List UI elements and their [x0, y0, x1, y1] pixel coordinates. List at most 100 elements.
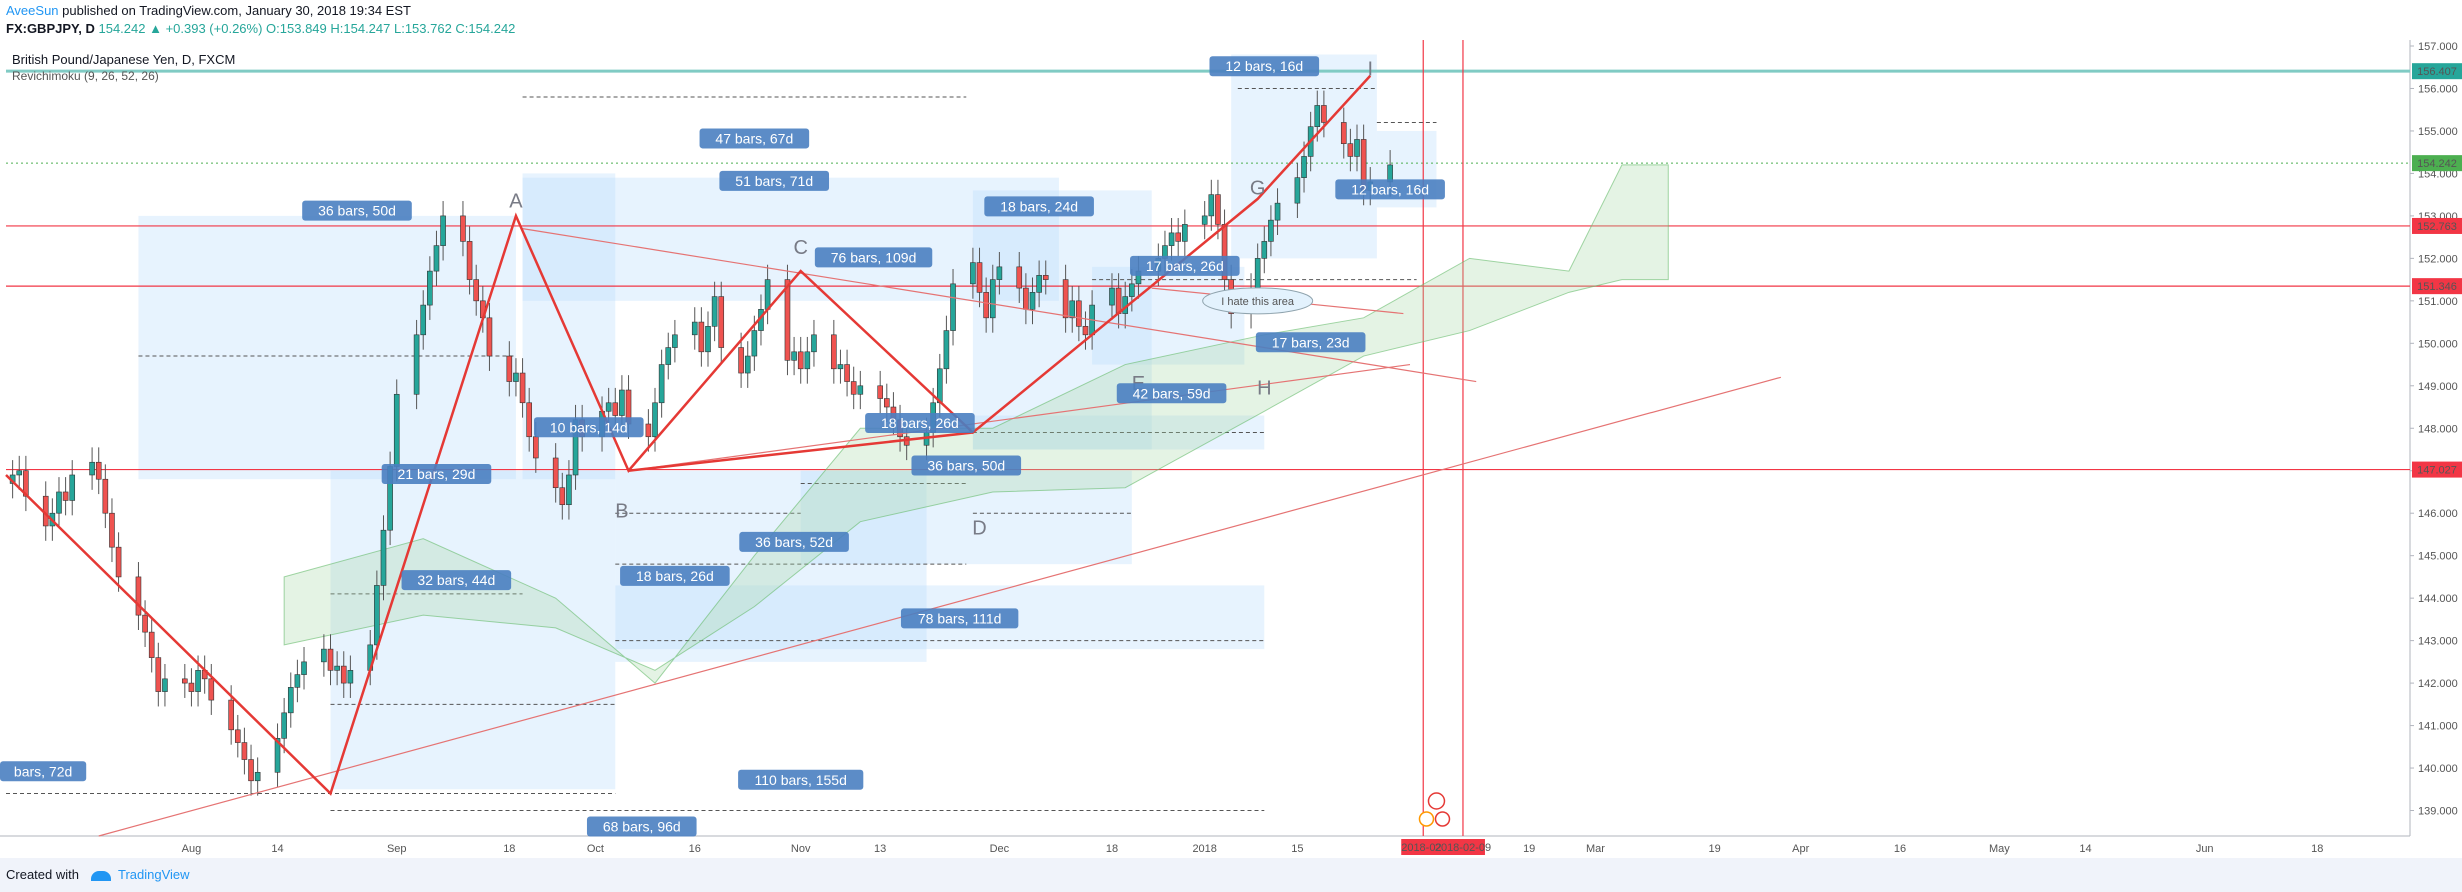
candle: [440, 215, 446, 246]
candle: [1182, 224, 1188, 242]
candle: [751, 330, 758, 357]
candle: [248, 759, 254, 782]
bars-range-label-text: 42 bars, 59d: [1133, 385, 1211, 401]
bars-range-label: 47 bars, 67d: [699, 128, 810, 149]
tradingview-link[interactable]: TradingView: [118, 867, 190, 882]
bars-range-label: 36 bars, 50d: [911, 455, 1022, 476]
ohlc-values: O:153.849 H:154.247 L:153.762 C:154.242: [266, 21, 516, 36]
candle: [254, 771, 261, 782]
pattern-leg: [628, 431, 974, 472]
bars-range-label-text: 17 bars, 23d: [1272, 334, 1350, 350]
y-tick-label: 140.000: [2418, 763, 2458, 775]
publish-line: AveeSun published on TradingView.com, Ja…: [6, 3, 411, 18]
x-tick-label: 13: [874, 843, 886, 855]
x-tick-label: Mar: [1586, 843, 1605, 855]
candle: [1254, 258, 1261, 289]
author-link[interactable]: AveeSun: [6, 3, 59, 18]
candle: [1175, 232, 1181, 242]
candle: [1129, 283, 1135, 297]
bars-range-label-box: [911, 455, 1022, 476]
candle: [791, 351, 797, 361]
bars-range-label: 18 bars, 24d: [984, 196, 1094, 217]
bars-range-label-box: [739, 531, 849, 552]
quote-line: FX:GBPJPY, D 154.242 ▲ +0.393 (+0.26%) O…: [6, 21, 515, 36]
candle: [1069, 300, 1076, 319]
candle: [294, 674, 301, 688]
candle: [420, 304, 427, 336]
candle: [1268, 219, 1274, 242]
bars-range-label: 21 bars, 29d: [381, 463, 492, 484]
price-badge-label: 156.407: [2417, 66, 2457, 78]
x-tick-label: 18: [2311, 843, 2323, 855]
bars-range-label-box: [1255, 332, 1366, 353]
price-badge-label: 152.763: [2417, 221, 2457, 233]
candle: [804, 351, 811, 370]
candle: [844, 364, 850, 382]
candle: [109, 512, 115, 548]
bars-range-label-box: [381, 463, 492, 484]
candle: [334, 665, 340, 671]
price-badge-label: 151.346: [2417, 281, 2457, 293]
pattern-point-label: C: [793, 237, 807, 259]
candle: [1168, 232, 1175, 246]
candle: [340, 665, 347, 684]
candle: [764, 279, 771, 310]
y-tick-label: 152.000: [2418, 253, 2458, 265]
y-tick-label: 146.000: [2418, 508, 2458, 520]
y-tick-label: 145.000: [2418, 551, 2458, 563]
candle: [182, 678, 188, 684]
price-badge: [2412, 63, 2462, 80]
bars-range-label: 68 bars, 96d: [586, 816, 697, 837]
candle: [393, 393, 400, 467]
candle: [321, 648, 327, 663]
measure-box: [522, 177, 1059, 301]
candle: [1314, 105, 1321, 127]
candle: [612, 402, 619, 416]
candle: [1042, 275, 1049, 280]
indicator-label: Revichimoku (9, 26, 52, 26): [12, 69, 159, 83]
candle: [102, 478, 109, 514]
candle: [665, 347, 672, 365]
published-text: published on TradingView.com, January 30…: [58, 3, 411, 18]
measure-box: [800, 470, 1132, 565]
candle: [1016, 266, 1023, 289]
price-change: 154.242 ▲ +0.393 (+0.26%): [98, 21, 263, 36]
candle: [837, 364, 844, 370]
chart-background: [0, 40, 2462, 858]
candle: [1215, 194, 1221, 225]
candle: [195, 670, 201, 692]
tradingview-logo-icon: [90, 870, 111, 881]
date-badge: [1401, 839, 1446, 855]
y-tick-label: 149.000: [2418, 381, 2458, 393]
bars-range-label: 18 bars, 26d: [620, 565, 730, 586]
bars-range-label-box: [1209, 56, 1320, 77]
candle: [148, 631, 155, 658]
bars-range-label: 12 bars, 16d: [1209, 56, 1320, 77]
candle: [1109, 287, 1115, 306]
candle: [281, 712, 287, 739]
bars-range-label-text: 36 bars, 50d: [927, 457, 1005, 473]
candle: [1340, 122, 1347, 144]
y-tick-label: 144.000: [2418, 593, 2458, 605]
candle: [1208, 194, 1215, 217]
pattern-point-label: G: [1250, 178, 1266, 200]
candle: [698, 321, 705, 353]
x-tick-label: Jun: [2196, 843, 2214, 855]
y-tick-label: 157.000: [2418, 41, 2458, 53]
candle: [619, 389, 625, 416]
candle: [1274, 202, 1281, 221]
candle: [327, 648, 334, 671]
x-tick-label: 15: [1291, 843, 1303, 855]
candle: [857, 385, 864, 395]
candle: [976, 262, 983, 293]
created-with-label: Created with: [6, 867, 79, 882]
pattern-point-label: H: [1257, 377, 1271, 399]
y-tick-label: 148.000: [2418, 423, 2458, 435]
candle: [884, 398, 890, 408]
candle: [559, 487, 566, 506]
candle: [1354, 139, 1360, 157]
news-event-icon: [1418, 811, 1435, 827]
bars-range-label-text: 110 bars, 155d: [755, 772, 847, 788]
bars-range-label: 18 bars, 26d: [865, 413, 975, 434]
